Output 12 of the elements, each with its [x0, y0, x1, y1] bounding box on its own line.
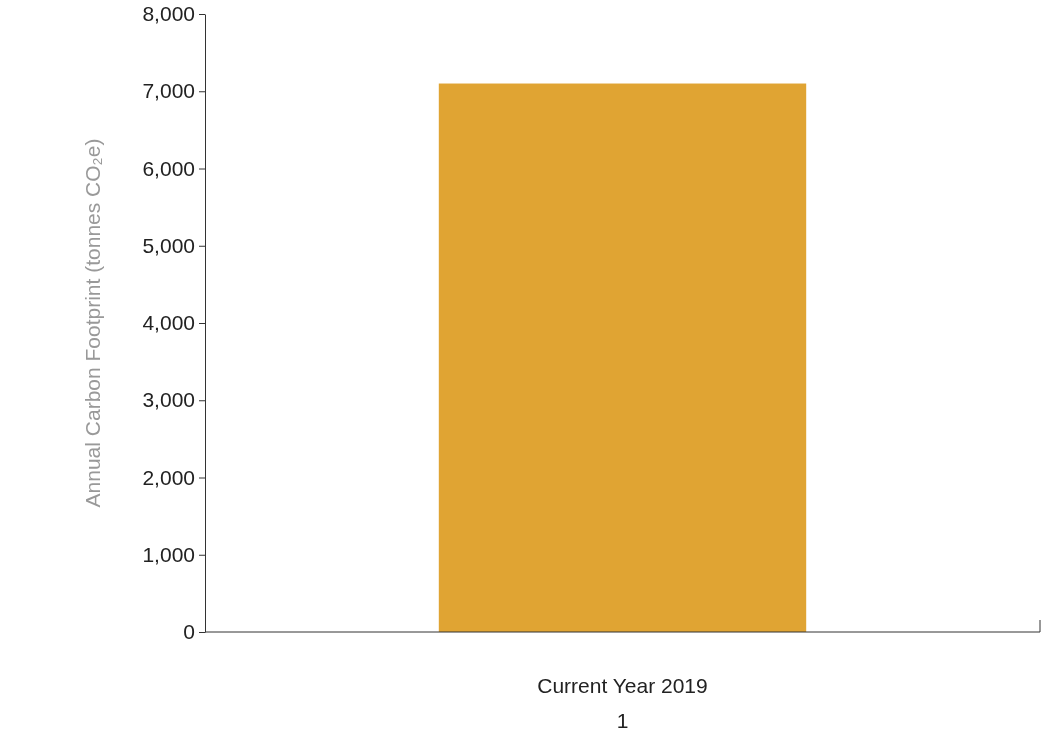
- y-tick-label: 8,000: [142, 2, 195, 26]
- y-tick-label: 6,000: [142, 156, 195, 180]
- y-tick-label: 1,000: [142, 542, 195, 566]
- y-tick-label: 5,000: [142, 233, 195, 257]
- x-tick-label: Current Year 2019: [537, 674, 708, 697]
- y-tick-label: 4,000: [142, 311, 195, 335]
- y-axis-title: Annual Carbon Footprint (tonnes CO₂e): [81, 138, 104, 508]
- y-tick-label: 7,000: [142, 79, 195, 103]
- y-tick-label: 2,000: [142, 465, 195, 489]
- y-tick-label: 3,000: [142, 388, 195, 412]
- y-tick-label: 0: [183, 620, 195, 644]
- x-axis-title: 1: [616, 709, 629, 731]
